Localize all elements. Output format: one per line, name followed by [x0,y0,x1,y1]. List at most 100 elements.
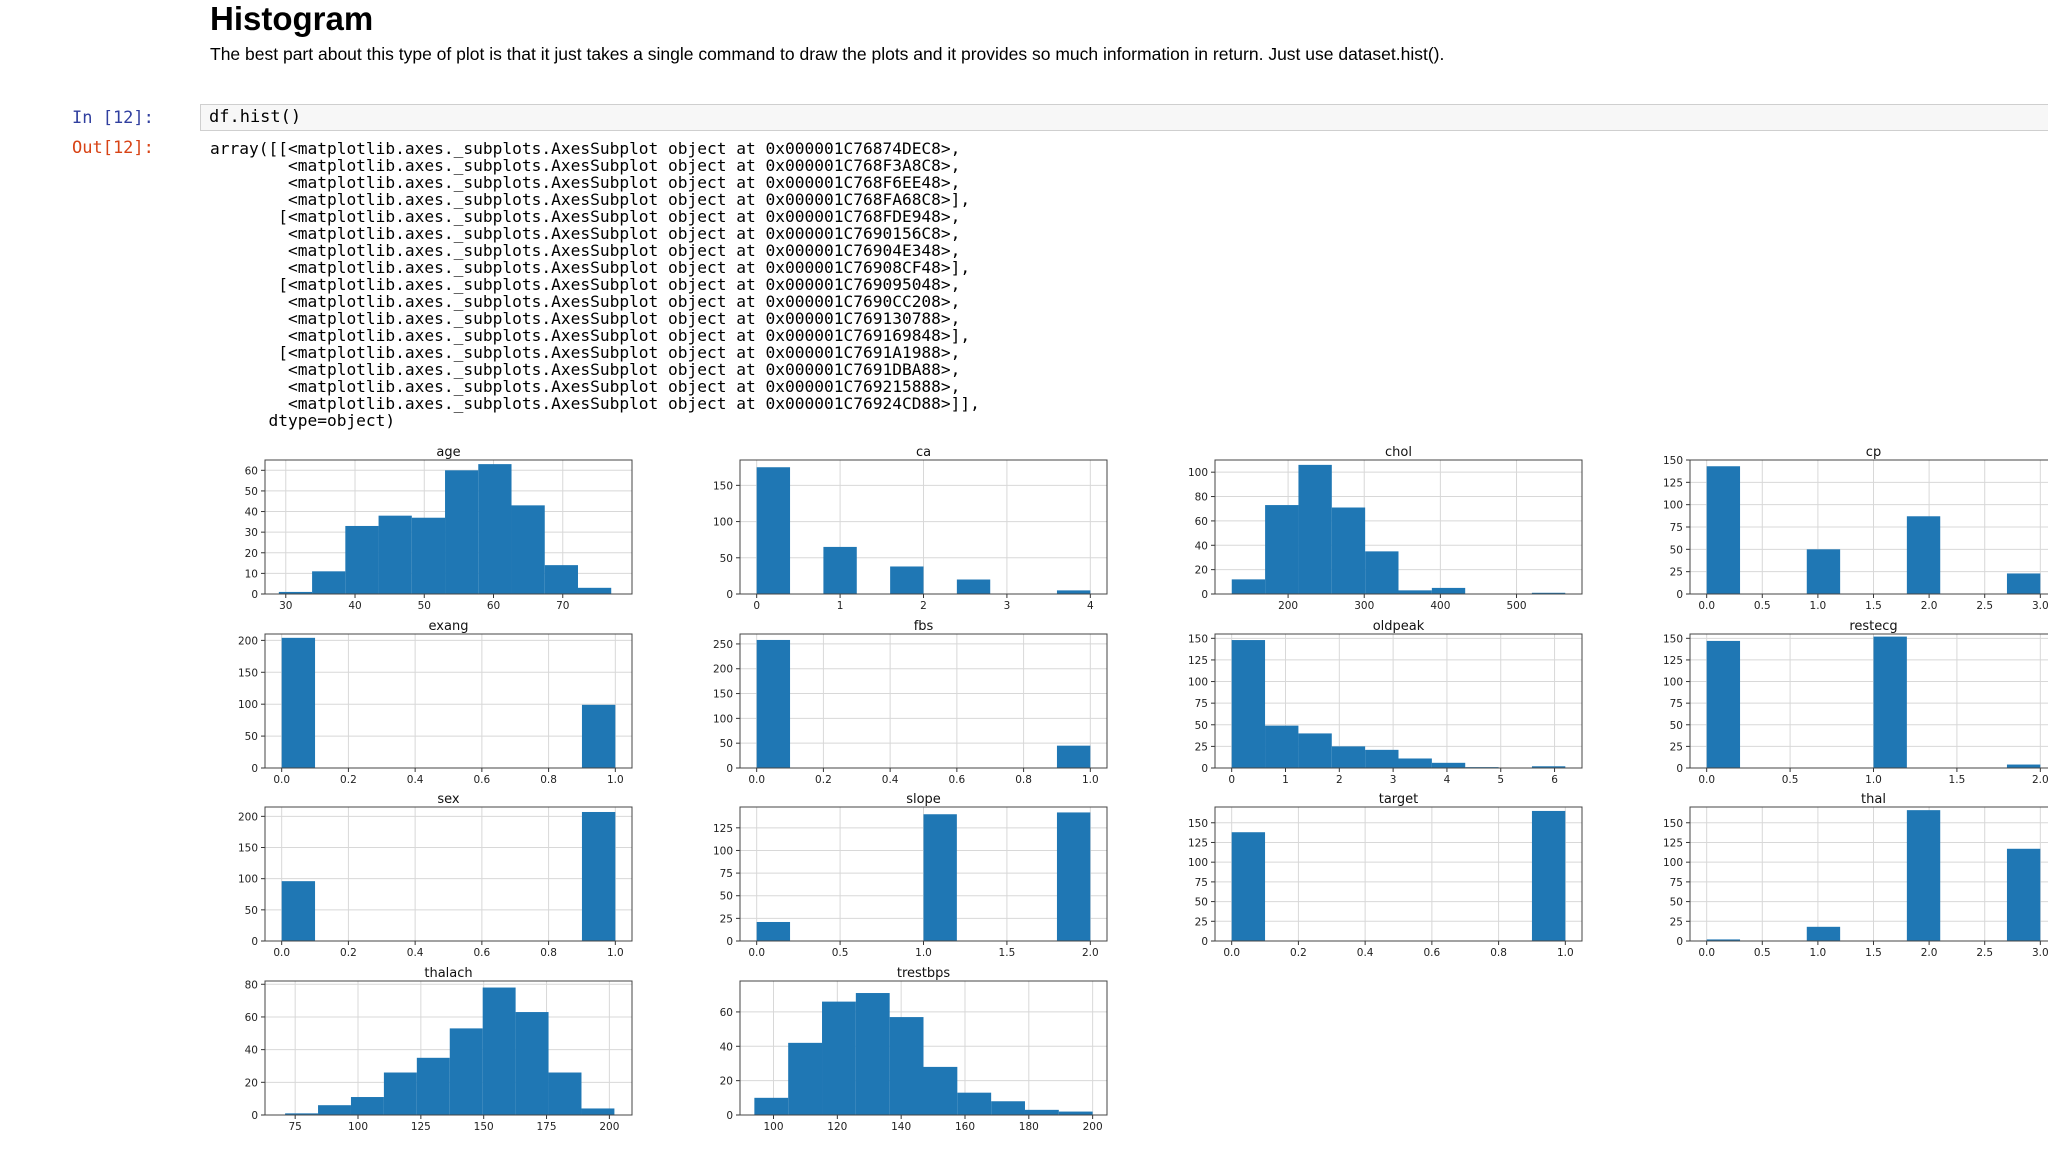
y-tick-label: 100 [713,845,733,857]
plot-frame [264,459,633,595]
y-tick-label: 50 [720,738,733,750]
histogram-bar [548,1072,582,1115]
plot-frame [1214,459,1583,595]
histogram-bar [1706,640,1741,768]
histogram-bar [285,1113,319,1115]
histogram-bar [991,1101,1025,1115]
x-tick-label: 0.2 [815,774,832,786]
subplot-title: target [1379,792,1419,807]
x-tick-label: 0.8 [540,774,557,786]
x-tick-label: 2.0 [1921,947,1938,959]
y-tick-label: 100 [1663,677,1683,689]
x-tick-label: 125 [411,1121,431,1133]
output-prompt: Out[12]: [72,138,154,158]
y-tick-label: 150 [713,689,733,701]
x-tick-label: 1.5 [1865,600,1882,612]
x-tick-label: 3.0 [2032,600,2048,612]
plot-frame [739,633,1108,769]
y-tick-label: 0 [251,589,258,601]
y-tick-label: 75 [1670,877,1683,889]
x-tick-label: 0.0 [273,947,290,959]
subplot-title: slope [906,792,941,807]
x-tick-label: 1 [1282,774,1289,786]
y-tick-label: 40 [1195,540,1208,552]
x-tick-label: 2 [1336,774,1343,786]
y-tick-label: 150 [1663,455,1683,467]
histogram-bar [1906,810,1941,941]
x-tick-label: 100 [763,1121,783,1133]
histogram-bar [515,1012,549,1115]
histogram-bar [312,571,346,594]
output-line: <matplotlib.axes._subplots.AxesSubplot o… [287,360,961,379]
output-line: <matplotlib.axes._subplots.AxesSubplot o… [287,377,961,396]
histogram-oldpeak: 0 1 2 3 4 5 6 0 25 50 75 100 125 150 oldpeak [1188,619,1583,786]
x-tick-label: 75 [288,1121,301,1133]
x-tick-label: 0.6 [949,774,966,786]
y-tick-label: 100 [238,874,258,886]
y-tick-label: 50 [1670,720,1683,732]
y-tick-label: 50 [1195,720,1208,732]
x-tick-label: 1.0 [607,947,624,959]
plot-frame [264,806,633,942]
histogram-bar [756,639,791,768]
subplot-title: sex [437,792,460,807]
y-tick-label: 0 [1676,763,1683,775]
y-tick-label: 125 [1188,655,1208,667]
section-description: The best part about this type of plot is… [210,44,1445,64]
histogram-bar [581,704,616,768]
subplot-title: thal [1861,792,1886,807]
y-tick-label: 50 [1670,544,1683,556]
histogram-bar [478,464,512,594]
y-tick-label: 250 [713,639,733,651]
y-tick-label: 100 [1663,500,1683,512]
plot-frame [739,459,1108,595]
histogram-bar [1365,551,1399,594]
histogram-bar [923,1066,958,1115]
subplot-title: fbs [914,619,934,634]
y-tick-label: 125 [1663,477,1683,489]
x-tick-label: 6 [1551,774,1558,786]
x-tick-label: 0.5 [832,947,849,959]
histogram-bar [383,1072,417,1115]
histogram-bar [1398,590,1432,594]
x-tick-label: 175 [537,1121,557,1133]
code-input-cell[interactable]: df.hist() [200,104,2048,131]
histogram-bar [411,517,446,594]
x-tick-label: 0.2 [340,947,357,959]
histogram-bar [378,515,412,594]
x-tick-label: 0.5 [1782,774,1799,786]
x-tick-label: 0.6 [474,947,491,959]
section-heading: Histogram [210,0,374,37]
subplot-title: cp [1866,445,1881,460]
y-tick-label: 100 [1188,677,1208,689]
histogram-slope: 0.0 0.5 1.0 1.5 2.0 0 25 50 75 100 125 slope [713,792,1108,959]
x-tick-label: 1 [837,600,844,612]
y-tick-label: 100 [713,713,733,725]
histogram-bar [1906,516,1941,594]
x-tick-label: 1.0 [1865,774,1882,786]
histogram-bar [754,1097,789,1115]
y-tick-label: 75 [1670,522,1683,534]
y-tick-label: 25 [1670,567,1683,579]
plot-frame [739,980,1108,1116]
y-tick-label: 25 [1670,916,1683,928]
histogram-bar [1531,766,1566,768]
y-tick-label: 0 [1201,589,1208,601]
histogram-bar [1231,640,1266,768]
y-tick-label: 20 [245,548,258,560]
subplot-title: age [436,445,460,460]
x-tick-label: 0.4 [407,947,424,959]
histogram-bar [1706,939,1741,941]
histogram-bar [1056,590,1091,594]
x-tick-label: 0.2 [1290,947,1307,959]
y-tick-label: 20 [245,1077,258,1089]
y-tick-label: 100 [1188,467,1208,479]
histogram-chol: 200 300 400 500 0 20 40 60 80 100 chol [1188,445,1583,612]
subplot-title: chol [1385,445,1412,460]
histogram-bar [1265,505,1299,594]
histogram-cp: 0.0 0.5 1.0 1.5 2.0 2.5 3.0 0 25 50 75 100 125 150 cp [1663,445,2048,612]
y-tick-label: 20 [720,1076,733,1088]
histogram-bar [1806,549,1841,594]
y-tick-label: 100 [238,699,258,711]
